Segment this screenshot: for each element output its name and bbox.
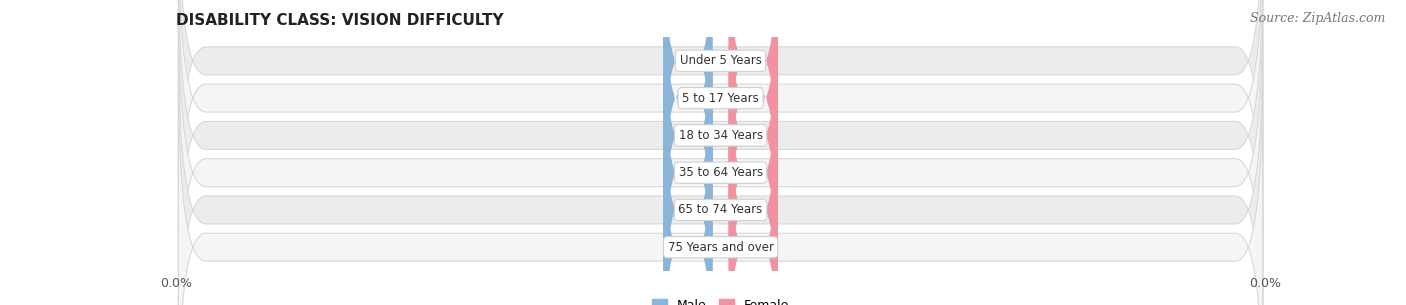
FancyBboxPatch shape bbox=[728, 34, 778, 305]
Text: Source: ZipAtlas.com: Source: ZipAtlas.com bbox=[1250, 12, 1385, 25]
Text: 0.0%: 0.0% bbox=[738, 168, 768, 178]
FancyBboxPatch shape bbox=[179, 0, 1263, 305]
Legend: Male, Female: Male, Female bbox=[647, 294, 794, 305]
Text: 35 to 64 Years: 35 to 64 Years bbox=[679, 166, 762, 179]
Text: 0.0%: 0.0% bbox=[673, 130, 703, 140]
Text: 0.0%: 0.0% bbox=[673, 242, 703, 252]
Text: 0.0%: 0.0% bbox=[673, 205, 703, 215]
FancyBboxPatch shape bbox=[664, 108, 713, 305]
FancyBboxPatch shape bbox=[179, 0, 1263, 305]
FancyBboxPatch shape bbox=[179, 0, 1263, 271]
FancyBboxPatch shape bbox=[728, 0, 778, 274]
Text: 0.0%: 0.0% bbox=[738, 242, 768, 252]
FancyBboxPatch shape bbox=[664, 71, 713, 305]
Text: Under 5 Years: Under 5 Years bbox=[679, 54, 762, 67]
Text: 5 to 17 Years: 5 to 17 Years bbox=[682, 92, 759, 105]
Text: 0.0%: 0.0% bbox=[673, 56, 703, 66]
Text: 0.0%: 0.0% bbox=[738, 56, 768, 66]
Text: 18 to 34 Years: 18 to 34 Years bbox=[679, 129, 762, 142]
FancyBboxPatch shape bbox=[728, 0, 778, 200]
Text: 75 Years and over: 75 Years and over bbox=[668, 241, 773, 254]
Text: DISABILITY CLASS: VISION DIFFICULTY: DISABILITY CLASS: VISION DIFFICULTY bbox=[176, 13, 503, 28]
Text: 0.0%: 0.0% bbox=[738, 93, 768, 103]
FancyBboxPatch shape bbox=[179, 75, 1263, 305]
Text: 0.0%: 0.0% bbox=[673, 168, 703, 178]
FancyBboxPatch shape bbox=[179, 0, 1263, 233]
FancyBboxPatch shape bbox=[728, 71, 778, 305]
FancyBboxPatch shape bbox=[664, 0, 713, 237]
FancyBboxPatch shape bbox=[179, 38, 1263, 305]
Text: 65 to 74 Years: 65 to 74 Years bbox=[679, 203, 762, 217]
Text: 0.0%: 0.0% bbox=[738, 205, 768, 215]
Text: 0.0%: 0.0% bbox=[673, 93, 703, 103]
FancyBboxPatch shape bbox=[664, 34, 713, 305]
Text: 0.0%: 0.0% bbox=[738, 130, 768, 140]
FancyBboxPatch shape bbox=[728, 108, 778, 305]
FancyBboxPatch shape bbox=[664, 0, 713, 274]
FancyBboxPatch shape bbox=[728, 0, 778, 237]
FancyBboxPatch shape bbox=[664, 0, 713, 200]
